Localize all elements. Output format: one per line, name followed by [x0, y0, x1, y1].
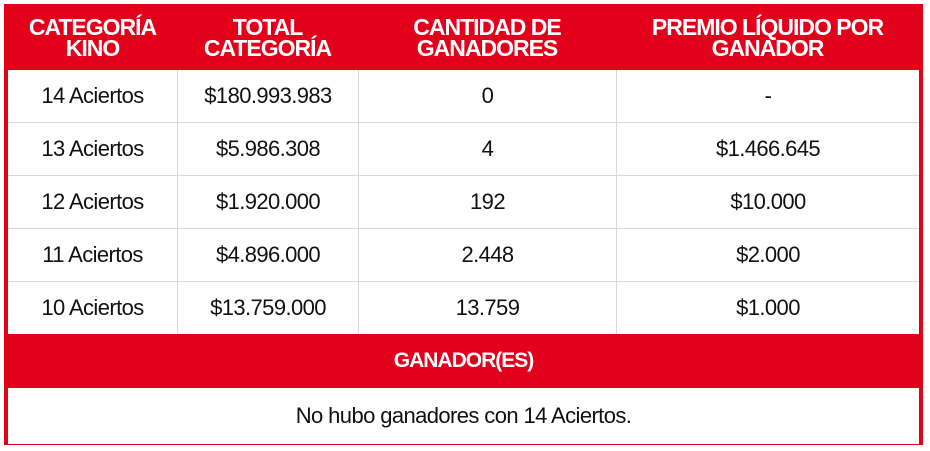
cell-categoria: 13 Aciertos	[41, 136, 144, 161]
cell-total: $4.896.000	[177, 229, 358, 281]
header-line: GANADOR	[711, 34, 825, 61]
header-line: CANTIDAD DE	[413, 13, 561, 40]
cell-categoria: 10 Aciertos	[41, 295, 144, 320]
header-line: KINO	[65, 34, 120, 61]
cell-categoria: 14 Aciertos	[41, 83, 144, 108]
cell-categoria: 11 Aciertos	[42, 242, 143, 267]
cell-categoria: 12 Aciertos	[41, 189, 144, 214]
cell-premio: $1.466.645	[616, 123, 919, 175]
header-cantidad: CANTIDAD DE GANADORES	[358, 7, 616, 70]
winners-title: GANADOR(ES)	[393, 349, 535, 372]
table-row: 13 Aciertos $5.986.308 4 $1.466.645	[8, 122, 919, 175]
cell-cantidad: 192	[358, 176, 616, 228]
winners-note: No hubo ganadores con 14 Aciertos.	[8, 388, 919, 444]
table-body: 14 Aciertos $180.993.983 0 - 13 Aciertos…	[8, 70, 919, 334]
table-header: CATEGORÍA KINO TOTAL CATEGORÍA CANTIDAD DE…	[8, 7, 919, 70]
cell-cantidad: 13.759	[358, 282, 616, 334]
header-line: GANADORES	[416, 34, 559, 61]
cell-total: $5.986.308	[177, 123, 358, 175]
header-categoria: CATEGORÍA KINO	[8, 7, 177, 70]
header-total: TOTAL CATEGORÍA	[177, 7, 358, 70]
header-line: TOTAL	[232, 13, 304, 40]
cell-premio: $10.000	[616, 176, 919, 228]
table-row: 10 Aciertos $13.759.000 13.759 $1.000	[8, 281, 919, 334]
table-row: 12 Aciertos $1.920.000 192 $10.000	[8, 175, 919, 228]
results-table: CATEGORÍA KINO TOTAL CATEGORÍA CANTIDAD DE…	[8, 7, 919, 444]
table-row: 14 Aciertos $180.993.983 0 -	[8, 70, 919, 122]
table-row: 11 Aciertos $4.896.000 2.448 $2.000	[8, 228, 919, 281]
header-premio: PREMIO LÍQUIDO POR GANADOR	[616, 7, 919, 70]
cell-total: $180.993.983	[177, 70, 358, 122]
cell-cantidad: 2.448	[358, 229, 616, 281]
cell-premio: $2.000	[616, 229, 919, 281]
cell-total: $1.920.000	[177, 176, 358, 228]
cell-premio: -	[616, 70, 919, 122]
cell-cantidad: 0	[358, 70, 616, 122]
cell-premio: $1.000	[616, 282, 919, 334]
cell-cantidad: 4	[358, 123, 616, 175]
header-line: PREMIO LÍQUIDO POR	[651, 13, 884, 40]
header-line: CATEGORÍA	[28, 13, 157, 40]
results-table-frame: CATEGORÍA KINO TOTAL CATEGORÍA CANTIDAD DE…	[4, 4, 923, 445]
header-line: CATEGORÍA	[203, 34, 332, 61]
cell-total: $13.759.000	[177, 282, 358, 334]
